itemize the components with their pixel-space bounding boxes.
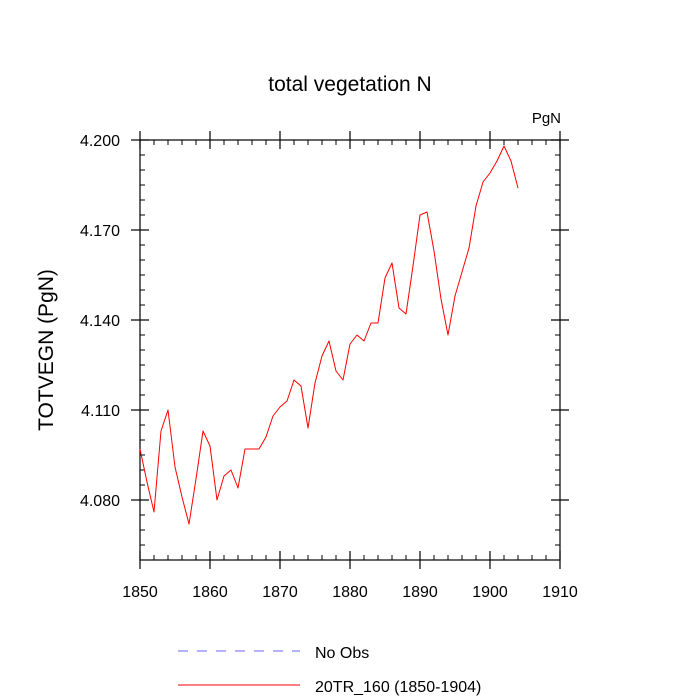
x-tick-label: 1850 <box>122 584 158 601</box>
x-tick-label: 1870 <box>262 584 298 601</box>
y-tick-label: 4.080 <box>80 493 120 510</box>
x-tick-label: 1910 <box>542 584 578 601</box>
y-axis-label: TOTVEGN (PgN) <box>35 269 58 431</box>
x-tick-label: 1890 <box>402 584 438 601</box>
x-tick-label: 1880 <box>332 584 368 601</box>
legend-label-no-obs: No Obs <box>315 645 369 662</box>
legend: No Obs 20TR_160 (1850-1904) <box>178 645 481 696</box>
y-tick-label: 4.110 <box>81 403 120 420</box>
axis-ticks <box>131 131 569 569</box>
y-tick-labels: 4.080 4.110 4.140 4.170 4.200 <box>80 133 120 510</box>
y-tick-label: 4.140 <box>80 313 120 330</box>
x-tick-label: 1860 <box>192 584 228 601</box>
legend-label-20tr: 20TR_160 (1850-1904) <box>315 679 481 696</box>
units-label: PgN <box>532 110 561 127</box>
plot-frame <box>139 139 561 561</box>
y-tick-label: 4.170 <box>80 223 120 240</box>
chart-title: total vegetation N <box>268 73 431 96</box>
series-layer <box>139 145 519 525</box>
x-tick-labels: 1850 1860 1870 1880 1890 1900 1910 <box>122 584 578 601</box>
series-line-20tr-160 <box>139 145 519 525</box>
x-tick-label: 1900 <box>472 584 508 601</box>
y-tick-label: 4.200 <box>80 133 120 150</box>
